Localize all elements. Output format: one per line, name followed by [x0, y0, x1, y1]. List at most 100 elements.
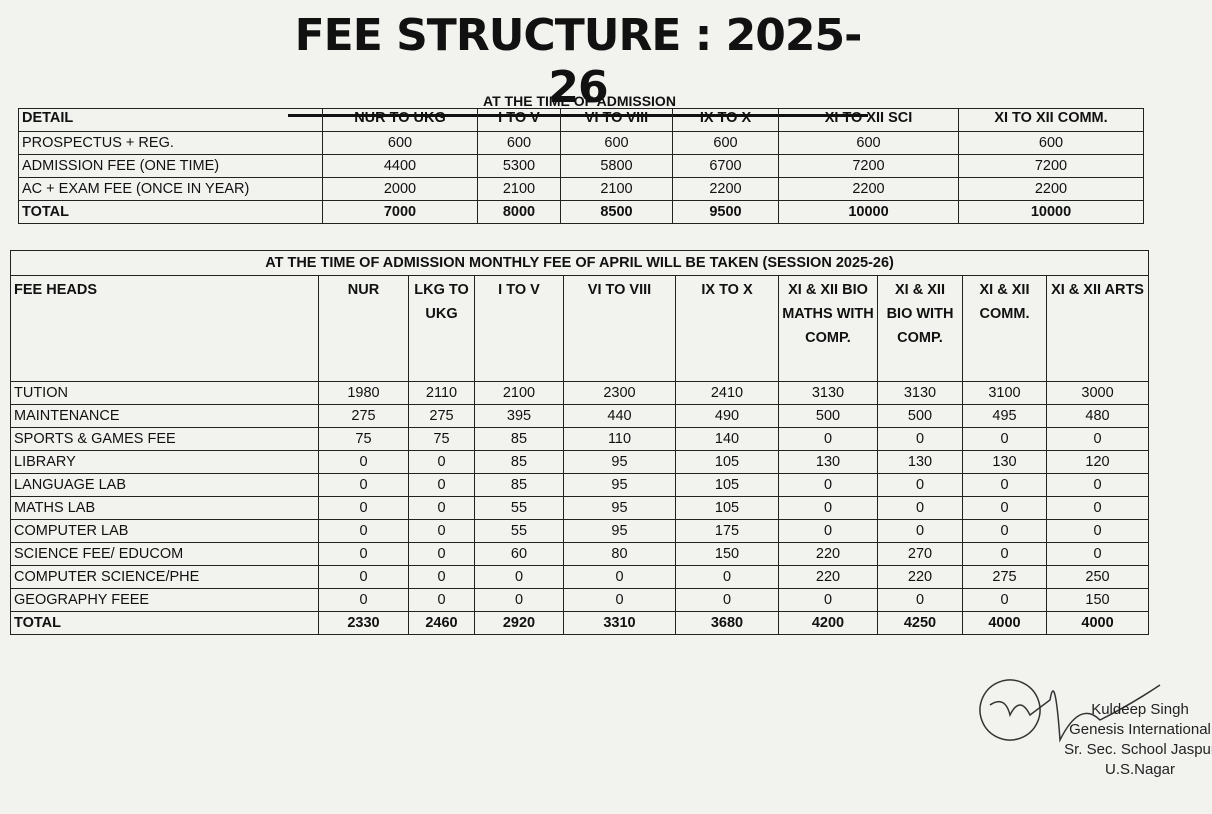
fee-cell: 2100	[474, 381, 564, 405]
fee-cell: 120	[1045, 450, 1150, 474]
row-label: LIBRARY	[10, 450, 319, 474]
header-cell: LKG TO UKG	[408, 275, 475, 382]
signature-stroke	[989, 684, 1161, 743]
fee-cell: 0	[962, 473, 1047, 497]
fee-cell: 140	[675, 427, 779, 451]
table-row: TUTION 1980 2110 2100 2300 2410 3130 3130 3100 30…	[10, 381, 1150, 405]
fee-cell: 2200	[958, 177, 1144, 201]
row-label: MAINTENANCE	[10, 404, 319, 428]
fee-cell: 3130	[778, 381, 878, 405]
fee-cell: 8000	[477, 200, 561, 224]
header-cell: XI TO XII COMM.	[958, 108, 1144, 132]
fee-cell: 0	[1045, 542, 1150, 566]
header-cell: XI TO XII SCI	[778, 108, 959, 132]
fee-cell: 270	[877, 542, 963, 566]
fee-cell: 275	[408, 404, 475, 428]
fee-cell: 0	[1045, 427, 1150, 451]
fee-cell: 0	[877, 496, 963, 520]
fee-cell: 600	[322, 131, 478, 155]
fee-cell: 2200	[778, 177, 959, 201]
fee-cell: 0	[1045, 496, 1150, 520]
fee-cell: 2100	[477, 177, 561, 201]
fee-cell: 495	[962, 404, 1047, 428]
fee-cell: 2410	[675, 381, 779, 405]
fee-cell: 105	[675, 496, 779, 520]
table-row: GEOGRAPHY FEEE 0 0 0 0 0 0 0 0 150	[10, 588, 1150, 612]
fee-cell: 3000	[1045, 381, 1150, 405]
fee-cell: 4250	[877, 611, 963, 635]
fee-cell: 8500	[560, 200, 673, 224]
fee-cell: 75	[408, 427, 475, 451]
fee-cell: 7200	[778, 154, 959, 178]
fee-cell: 0	[408, 565, 475, 589]
fee-cell: 220	[877, 565, 963, 589]
table-row: AC + EXAM FEE (ONCE IN YEAR) 2000 2100 2100…	[18, 177, 1144, 201]
header-cell: I TO V	[477, 108, 561, 132]
fee-cell: 95	[563, 496, 676, 520]
table-row: COMPUTER LAB 0 0 55 95 175 0 0 0 0	[10, 519, 1150, 543]
row-label: AC + EXAM FEE (ONCE IN YEAR)	[18, 177, 323, 201]
fee-cell: 55	[474, 496, 564, 520]
row-label: COMPUTER LAB	[10, 519, 319, 543]
fee-cell: 85	[474, 473, 564, 497]
fee-cell: 4400	[322, 154, 478, 178]
fee-cell: 0	[318, 542, 409, 566]
table-row: SCIENCE FEE/ EDUCOM 0 0 60 80 150 220 270 0 0	[10, 542, 1150, 566]
fee-cell: 0	[408, 519, 475, 543]
fee-cell: 0	[962, 519, 1047, 543]
header-cell: IX TO X	[672, 108, 779, 132]
fee-cell: 0	[962, 542, 1047, 566]
fee-cell: 110	[563, 427, 676, 451]
fee-cell: 7000	[322, 200, 478, 224]
fee-cell: 2920	[474, 611, 564, 635]
fee-cell: 0	[778, 473, 878, 497]
header-cell: VI TO VIII	[560, 108, 673, 132]
caption-row: AT THE TIME OF ADMISSION MONTHLY FEE OF …	[9, 250, 1150, 276]
fee-cell: 10000	[778, 200, 959, 224]
table-row: MAINTENANCE 275 275 395 440 490 500 500 495 480	[10, 404, 1150, 428]
fee-cell: 150	[1045, 588, 1150, 612]
fee-cell: 0	[408, 542, 475, 566]
table-row: COMPUTER SCIENCE/PHE 0 0 0 0 0 220 220 275 250	[10, 565, 1150, 589]
header-cell: FEE HEADS	[10, 275, 319, 382]
fee-cell: 85	[474, 450, 564, 474]
header-cell: NUR	[318, 275, 409, 382]
signature	[979, 679, 1161, 743]
header-cell: XI & XII COMM.	[962, 275, 1047, 382]
fee-cell: 0	[675, 565, 779, 589]
fee-cell: 0	[1045, 473, 1150, 497]
fee-cell: 85	[474, 427, 564, 451]
fee-cell: 60	[474, 542, 564, 566]
fee-cell: 2110	[408, 381, 475, 405]
fee-cell: 175	[675, 519, 779, 543]
fee-cell: 0	[962, 427, 1047, 451]
fee-cell: 395	[474, 404, 564, 428]
fee-cell: 250	[1045, 565, 1150, 589]
fee-cell: 105	[675, 473, 779, 497]
fee-cell: 0	[318, 496, 409, 520]
fee-cell: 0	[877, 519, 963, 543]
fee-cell: 0	[318, 565, 409, 589]
row-label: ADMISSION FEE (ONE TIME)	[18, 154, 323, 178]
header-cell: VI TO VIII	[563, 275, 676, 382]
fee-cell: 0	[778, 588, 878, 612]
fee-cell: 220	[778, 565, 878, 589]
fee-cell: 4000	[962, 611, 1047, 635]
fee-cell: 0	[318, 450, 409, 474]
fee-cell: 220	[778, 542, 878, 566]
fee-cell: 105	[675, 450, 779, 474]
fee-cell: 0	[408, 588, 475, 612]
fee-cell: 0	[962, 496, 1047, 520]
fee-cell: 2100	[560, 177, 673, 201]
fee-cell: 95	[563, 450, 676, 474]
fee-cell: 0	[318, 473, 409, 497]
fee-cell: 0	[877, 588, 963, 612]
header-row: FEE HEADS NUR LKG TO UKG I TO V VI TO VIII IX…	[10, 275, 1150, 382]
fee-cell: 130	[877, 450, 963, 474]
header-cell: XI & XII BIO WITH COMP.	[877, 275, 963, 382]
fee-cell: 75	[318, 427, 409, 451]
fee-cell: 6700	[672, 154, 779, 178]
fee-cell: 0	[675, 588, 779, 612]
table-row: TOTAL 7000 8000 8500 9500 10000 10000	[18, 200, 1144, 224]
